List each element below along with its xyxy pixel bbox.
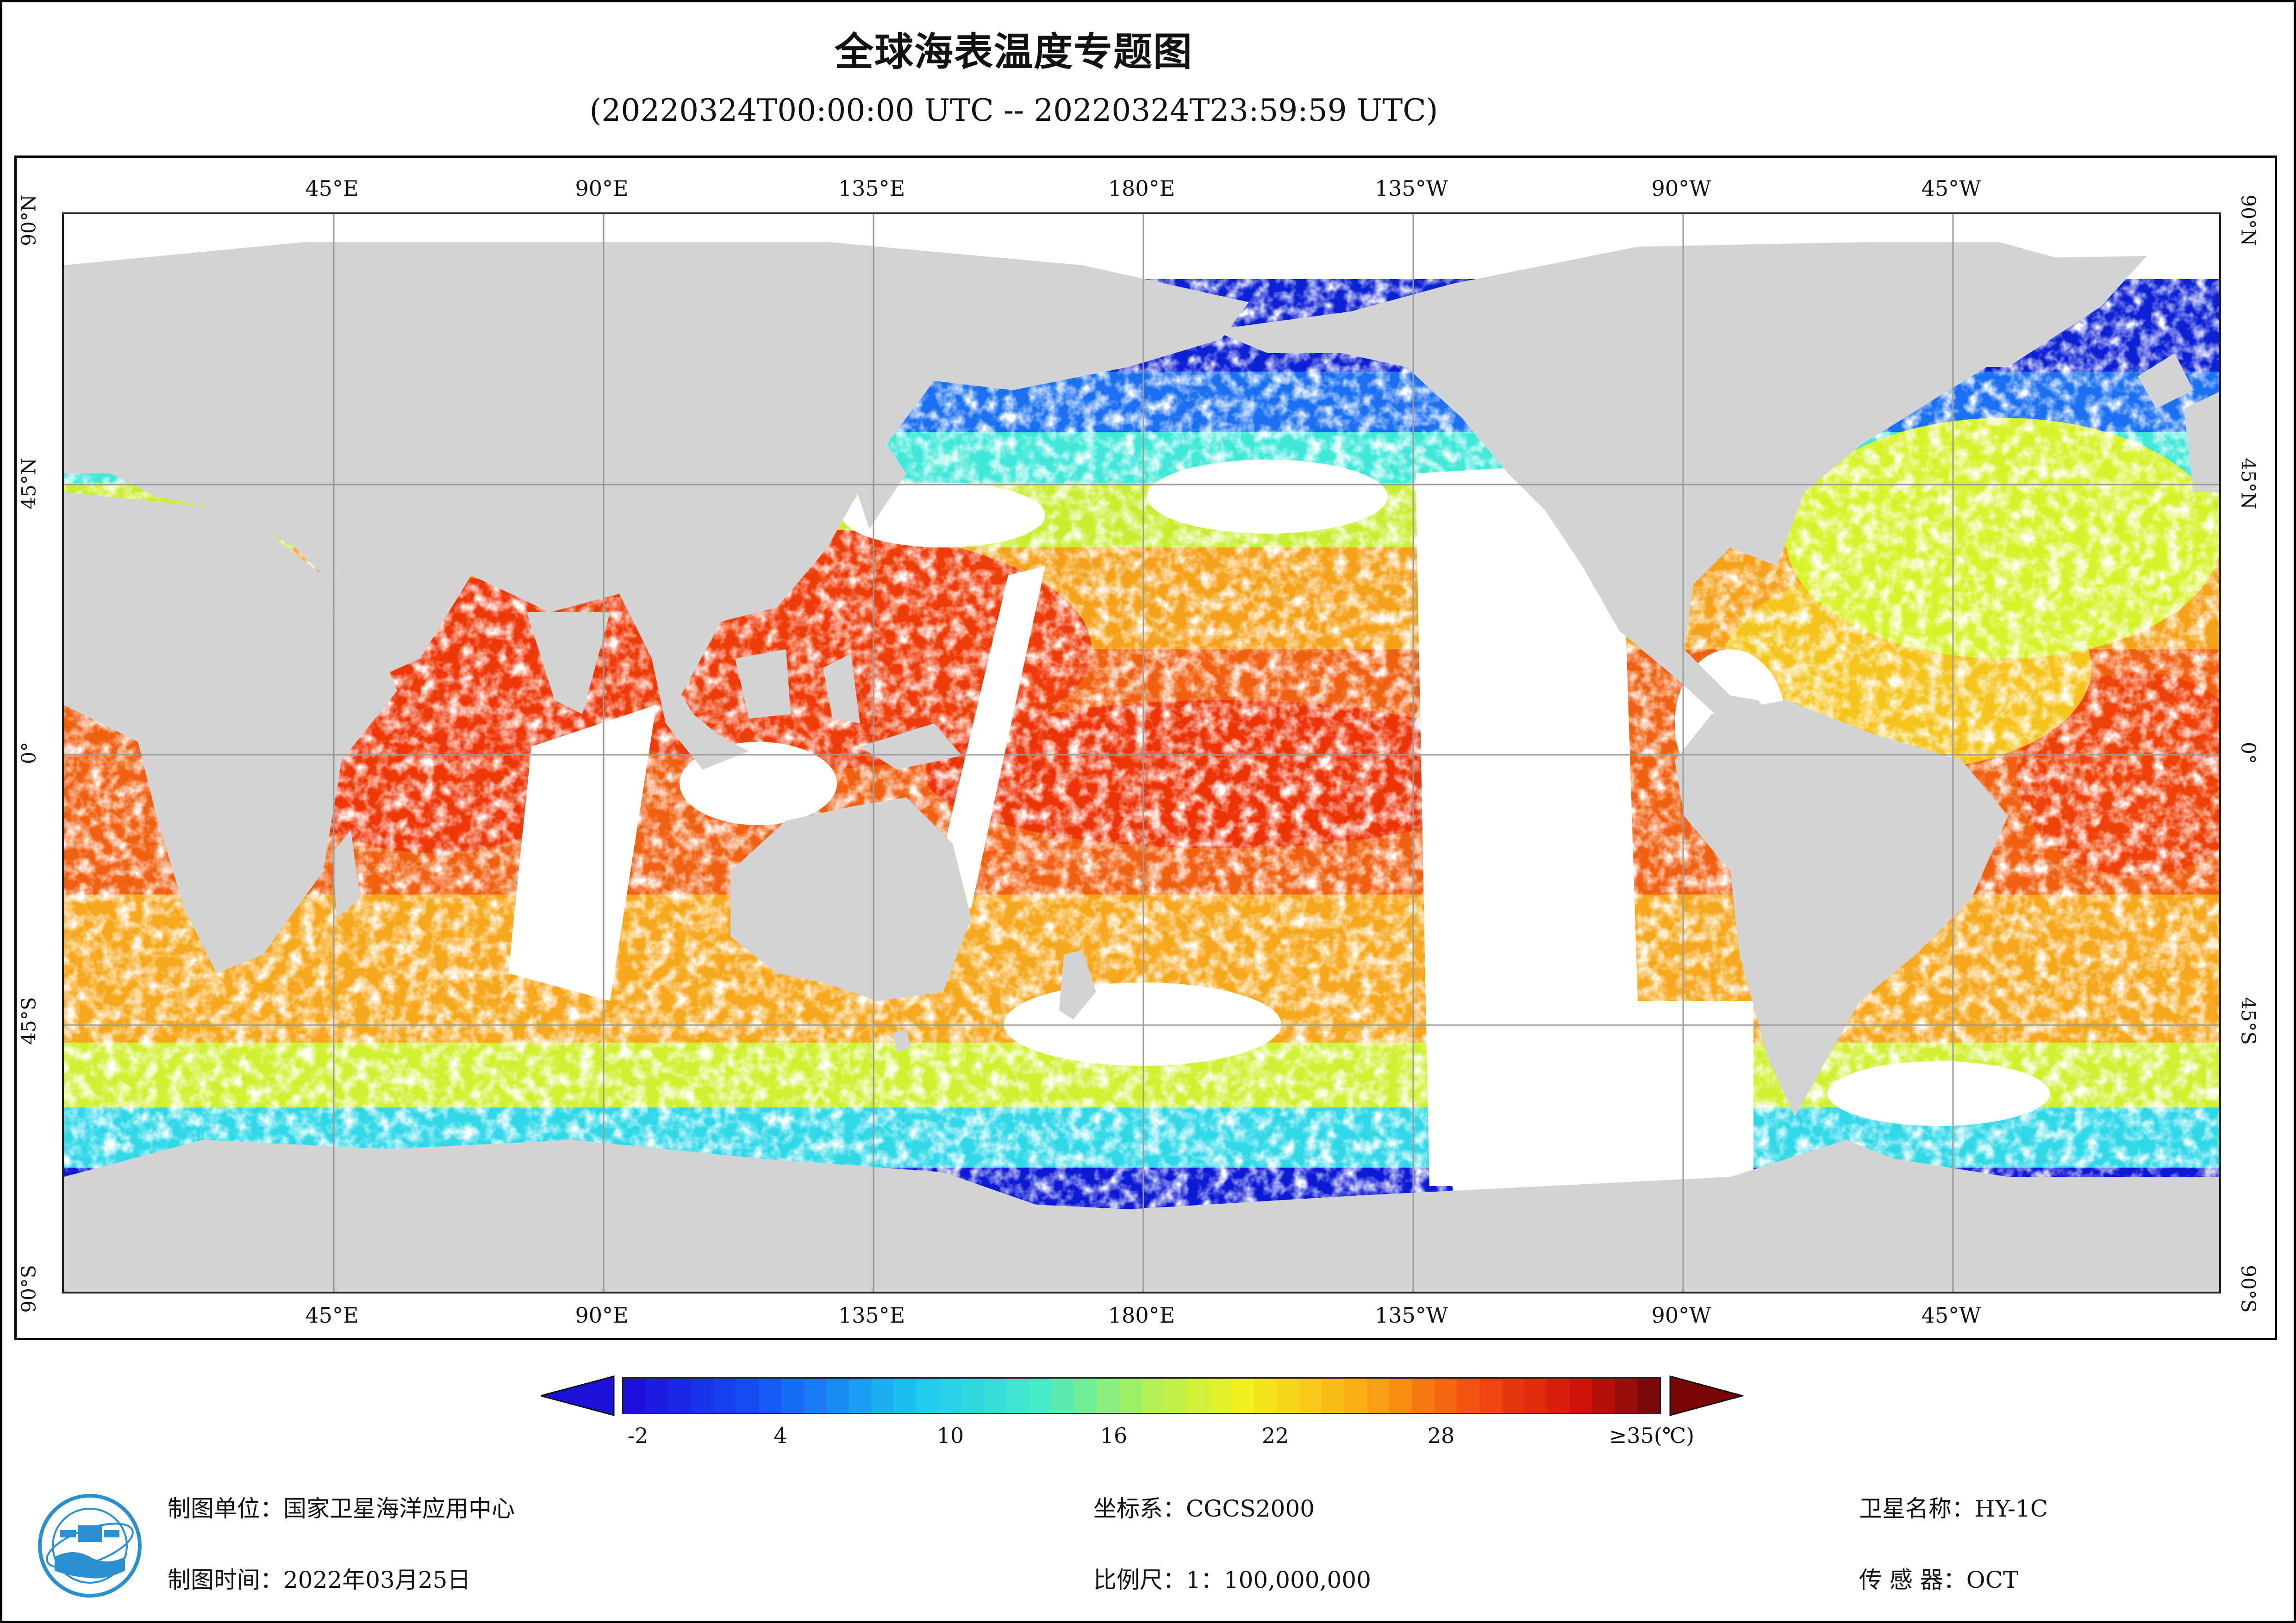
colorbar-swatch bbox=[1389, 1379, 1412, 1413]
colorbar-swatch bbox=[1299, 1379, 1322, 1413]
colorbar-swatch bbox=[736, 1379, 759, 1413]
map-frame bbox=[14, 155, 2277, 1340]
colorbar-over-arrow bbox=[1669, 1375, 1743, 1416]
sst-map-canvas bbox=[64, 214, 2219, 1292]
lon-label-bottom-90w: 90°W bbox=[1651, 1303, 1711, 1328]
lat-label-right-90n: 90°N bbox=[2237, 194, 2260, 246]
mapping-unit: 制图单位：国家卫星海洋应用中心 bbox=[168, 1495, 515, 1522]
colorbar-swatch bbox=[1209, 1379, 1232, 1413]
colorbar-swatch bbox=[1411, 1379, 1435, 1413]
colorbar-swatch bbox=[1569, 1379, 1592, 1413]
colorbar-swatch bbox=[1231, 1379, 1254, 1413]
lon-label-top-180e: 180°E bbox=[1108, 176, 1175, 201]
lat-label-right-0: 0° bbox=[2237, 742, 2260, 764]
colorbar-swatch bbox=[1614, 1379, 1637, 1413]
colorbar-tick: 22 bbox=[1261, 1423, 1289, 1448]
sensor-name: 传 感 器：OCT bbox=[1859, 1567, 2019, 1593]
colorbar-swatch bbox=[871, 1379, 894, 1413]
lon-label-bottom-135e: 135°E bbox=[838, 1303, 905, 1328]
colorbar-swatch bbox=[1164, 1379, 1187, 1413]
colorbar-swatch bbox=[1142, 1379, 1164, 1413]
colorbar-swatch bbox=[668, 1379, 691, 1413]
colorbar-tick: ≥35(℃) bbox=[1609, 1423, 1695, 1448]
lon-label-top-90e: 90°E bbox=[575, 176, 629, 201]
colorbar-swatch bbox=[713, 1379, 736, 1413]
colorbar-tick: -2 bbox=[627, 1423, 649, 1448]
colorbar-swatch bbox=[758, 1379, 781, 1413]
coordinate-system: 坐标系：CGCS2000 bbox=[1093, 1495, 1315, 1522]
colorbar-swatch bbox=[1479, 1379, 1502, 1413]
map-title: 全球海表温度专题图 bbox=[834, 29, 1193, 75]
lon-label-bottom-90e: 90°E bbox=[575, 1303, 629, 1328]
colorbar-swatch bbox=[1502, 1379, 1525, 1413]
colorbar-swatch bbox=[961, 1379, 984, 1413]
lon-label-top-45e: 45°E bbox=[305, 176, 359, 201]
lon-label-bottom-180e: 180°E bbox=[1108, 1303, 1175, 1328]
colorbar-swatch bbox=[916, 1379, 939, 1413]
colorbar-swatch bbox=[1051, 1379, 1074, 1413]
colorbar-under-arrow bbox=[541, 1375, 615, 1416]
satellite-name: 卫星名称：HY-1C bbox=[1859, 1495, 2048, 1522]
graticule bbox=[64, 214, 2219, 1292]
colorbar-swatch bbox=[1322, 1379, 1344, 1413]
temperature-colorbar bbox=[622, 1377, 1661, 1414]
lon-label-bottom-45w: 45°W bbox=[1921, 1303, 1981, 1328]
colorbar-swatch bbox=[1254, 1379, 1277, 1413]
colorbar-swatch bbox=[804, 1379, 826, 1413]
lat-label-left-90s: 90°S bbox=[17, 1265, 40, 1313]
colorbar-tick: 4 bbox=[774, 1423, 787, 1448]
colorbar-swatch bbox=[826, 1379, 849, 1413]
lat-label-right-90s: 90°S bbox=[2237, 1265, 2260, 1313]
colorbar-swatch bbox=[624, 1379, 646, 1413]
lon-label-top-135e: 135°E bbox=[838, 176, 905, 201]
colorbar-tick: 10 bbox=[936, 1423, 964, 1448]
lat-label-left-0: 0° bbox=[17, 742, 40, 764]
colorbar-swatch bbox=[849, 1379, 872, 1413]
lon-label-top-90w: 90°W bbox=[1651, 176, 1711, 201]
colorbar-swatch bbox=[893, 1379, 917, 1413]
colorbar-swatch bbox=[781, 1379, 804, 1413]
colorbar-swatch bbox=[984, 1379, 1007, 1413]
lat-label-left-90n: 90°N bbox=[17, 194, 40, 246]
time-range-subtitle: (20220324T00:00:00 UTC -- 20220324T23:59… bbox=[589, 93, 1438, 128]
sst-map[interactable] bbox=[62, 212, 2221, 1293]
colorbar-swatch bbox=[1366, 1379, 1390, 1413]
colorbar-swatch bbox=[646, 1379, 669, 1413]
lat-label-right-45s: 45°S bbox=[2237, 997, 2260, 1045]
lon-label-bottom-45e: 45°E bbox=[305, 1303, 359, 1328]
colorbar-swatch bbox=[1344, 1379, 1367, 1413]
colorbar-swatch bbox=[939, 1379, 961, 1413]
colorbar-swatch bbox=[1029, 1379, 1052, 1413]
colorbar-tick: 28 bbox=[1427, 1423, 1455, 1448]
land bbox=[64, 242, 2219, 1292]
colorbar-swatch bbox=[691, 1379, 714, 1413]
colorbar-swatch bbox=[1524, 1379, 1547, 1413]
colorbar-swatch bbox=[1096, 1379, 1119, 1413]
lat-label-right-45n: 45°N bbox=[2237, 458, 2260, 510]
lat-label-left-45s: 45°S bbox=[17, 997, 40, 1045]
colorbar-swatch bbox=[1434, 1379, 1457, 1413]
colorbar-swatch bbox=[1637, 1379, 1660, 1413]
colorbar-tick: 16 bbox=[1100, 1423, 1128, 1448]
map-scale: 比例尺：1：100,000,000 bbox=[1093, 1567, 1371, 1593]
lat-label-left-45n: 45°N bbox=[17, 458, 40, 510]
colorbar-swatch bbox=[1006, 1379, 1029, 1413]
colorbar-swatch bbox=[1186, 1379, 1210, 1413]
nsoas-logo-icon bbox=[38, 1494, 142, 1598]
colorbar-swatch bbox=[1457, 1379, 1479, 1413]
colorbar-swatch bbox=[1592, 1379, 1615, 1413]
colorbar-swatch bbox=[1119, 1379, 1142, 1413]
colorbar-swatch bbox=[1074, 1379, 1097, 1413]
colorbar-swatch bbox=[1547, 1379, 1570, 1413]
lon-label-top-135w: 135°W bbox=[1374, 176, 1448, 201]
lon-label-bottom-135w: 135°W bbox=[1374, 1303, 1448, 1328]
colorbar-swatch bbox=[1277, 1379, 1299, 1413]
mapping-time: 制图时间：2022年03月25日 bbox=[168, 1567, 471, 1593]
lon-label-top-45w: 45°W bbox=[1921, 176, 1981, 201]
